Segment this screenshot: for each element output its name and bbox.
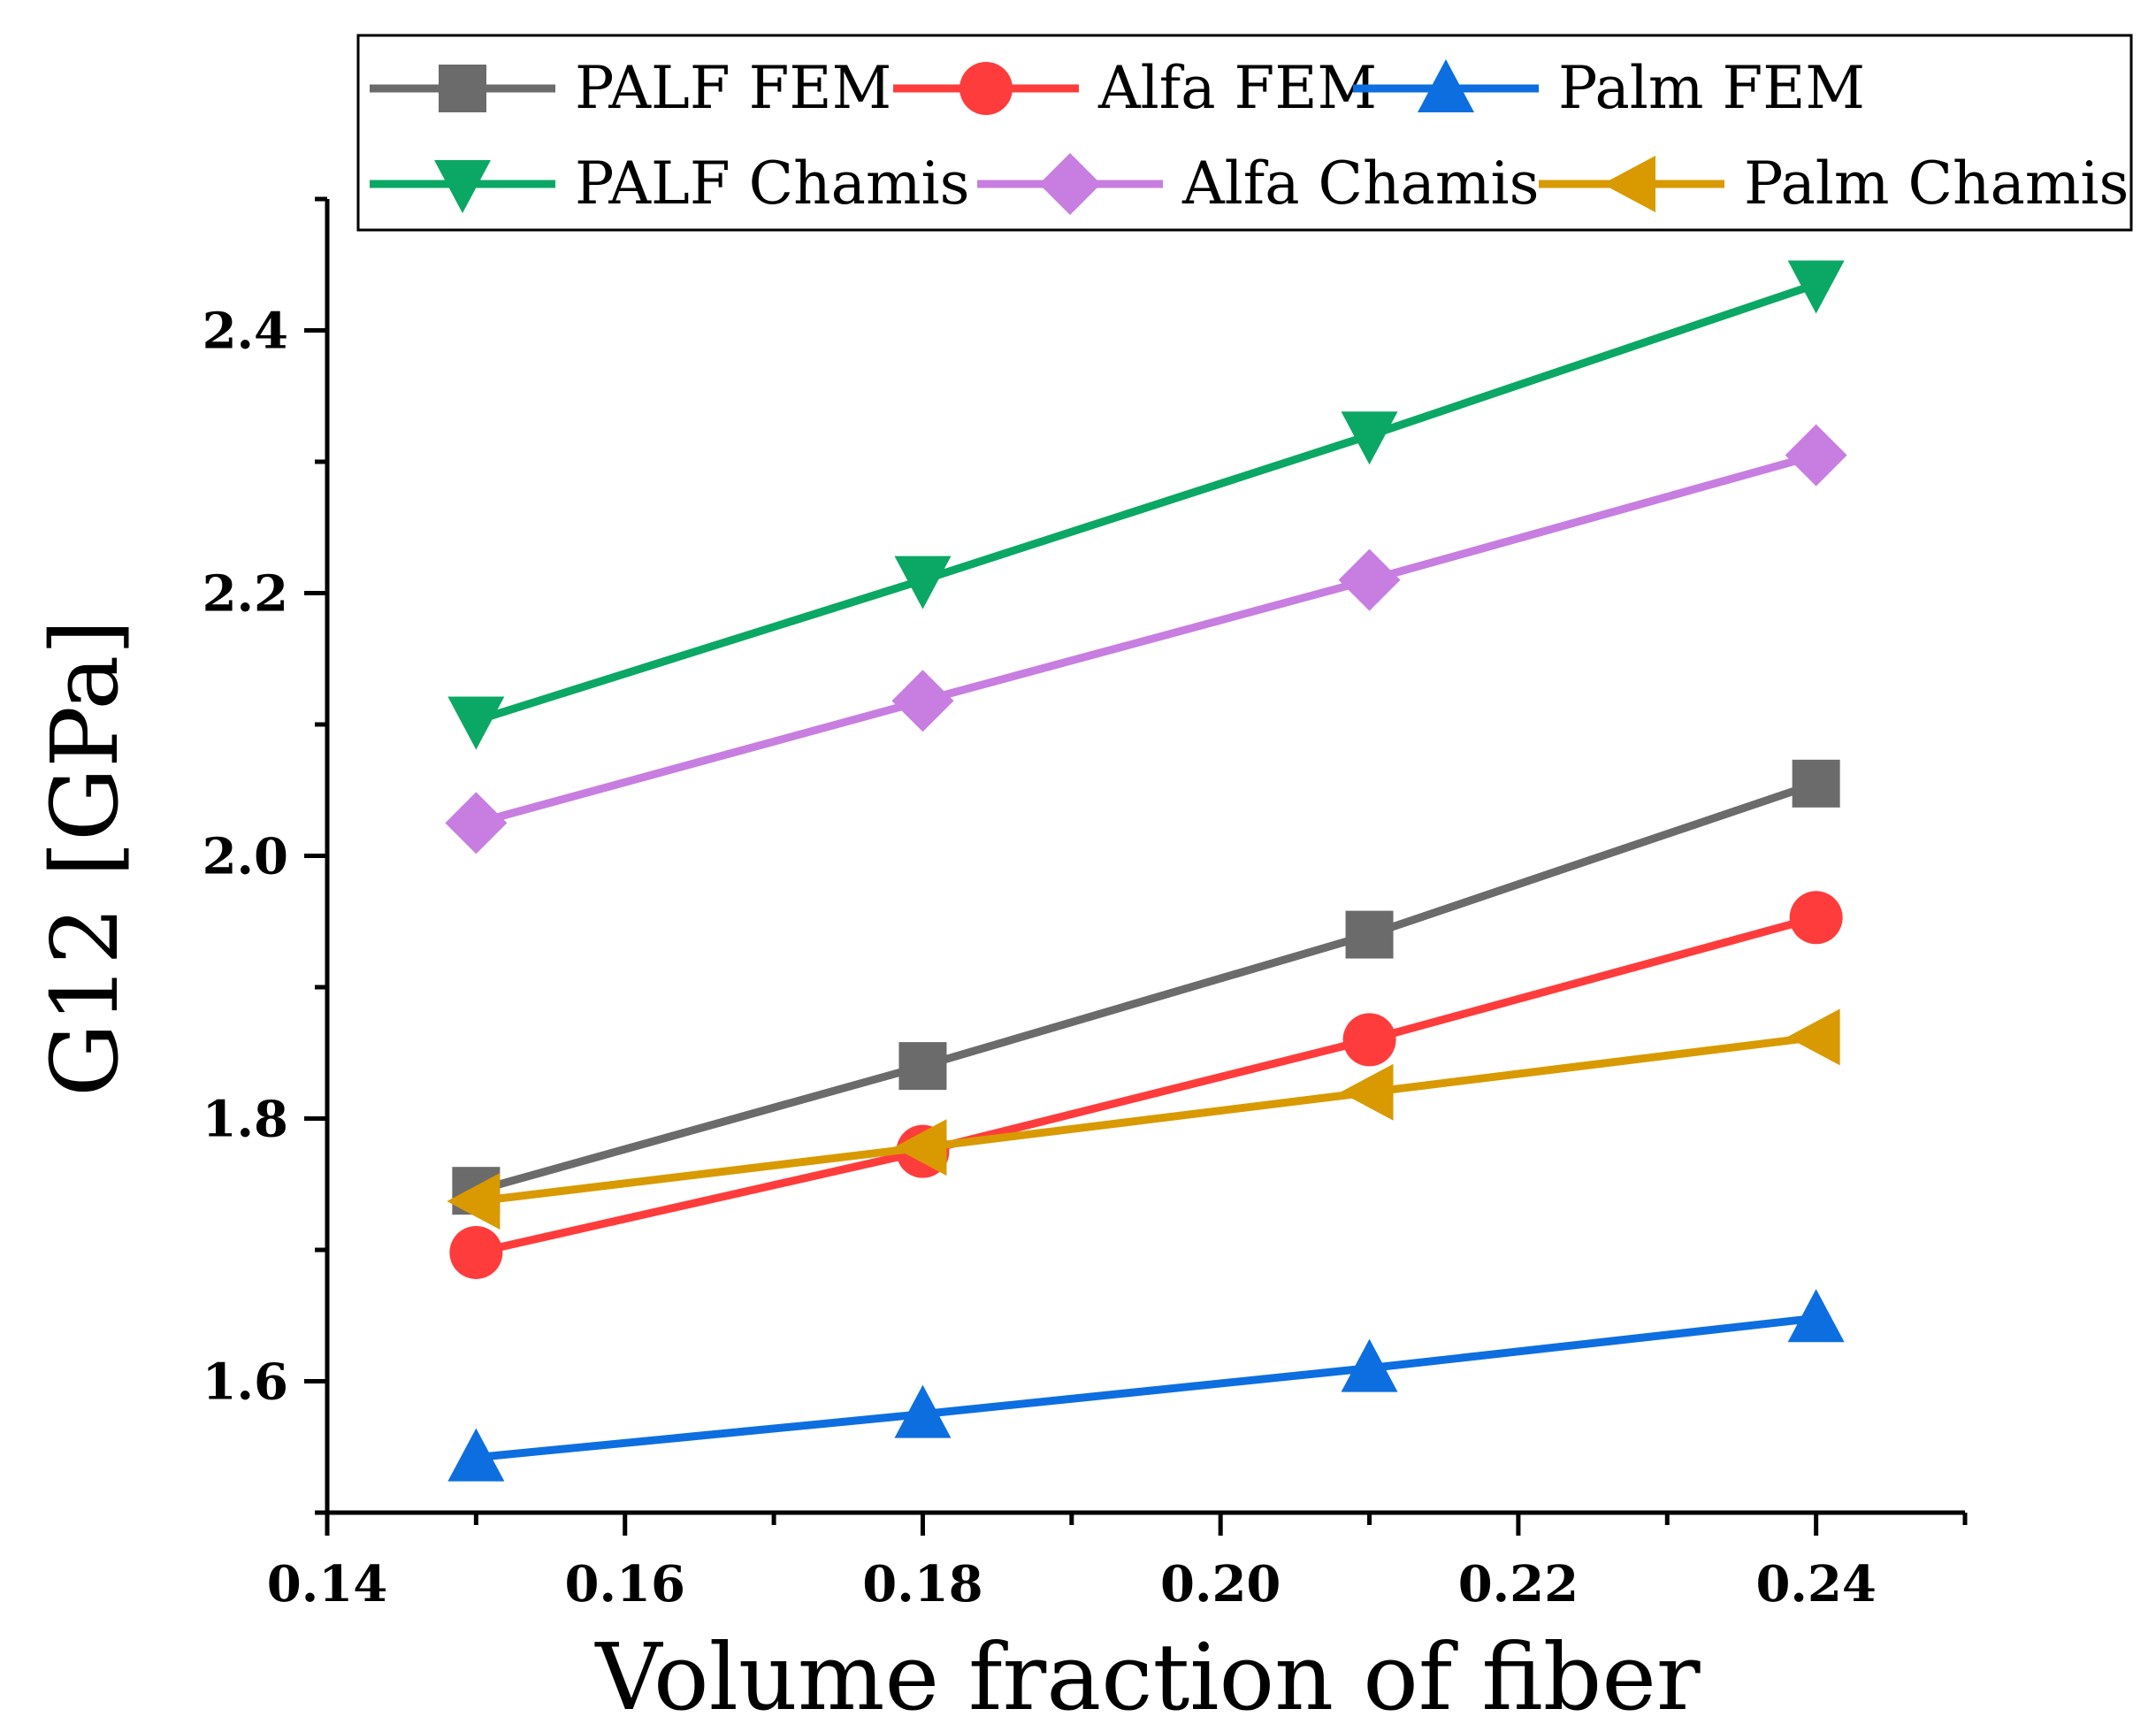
x-tick-label: 0.24 — [1755, 1555, 1876, 1613]
x-tick-label: 0.14 — [267, 1555, 387, 1613]
x-tick-label: 0.20 — [1160, 1555, 1281, 1613]
data-point — [447, 1428, 505, 1482]
data-point — [894, 1384, 952, 1438]
legend-item: PALF FEM — [370, 54, 891, 122]
legend-frame — [356, 34, 2133, 232]
series-line — [475, 779, 1818, 1195]
x-tick-label: 0.18 — [862, 1555, 982, 1613]
data-point — [1341, 1338, 1398, 1392]
series-line — [475, 280, 1818, 724]
legend-label: PALF FEM — [575, 54, 891, 122]
data-point — [447, 696, 505, 750]
data-point — [1786, 1008, 1840, 1066]
legend-swatch-marker — [1602, 156, 1655, 212]
data-point — [1787, 1289, 1845, 1343]
data-point — [891, 670, 954, 732]
x-axis-title: Volume fraction of fiber — [593, 1623, 1700, 1731]
legend-swatch-marker — [959, 62, 1013, 115]
legend-item: Alfa Chamis — [977, 149, 1539, 218]
series-line — [475, 1032, 1817, 1206]
data-point — [1787, 260, 1845, 314]
legend-label: Palm Chamis — [1744, 149, 2129, 218]
y-tick-label: 2.4 — [203, 303, 288, 361]
legend-swatch-marker — [1418, 59, 1474, 112]
data-point — [1789, 891, 1843, 945]
y-tick-label: 2.0 — [203, 828, 288, 886]
data-point — [894, 556, 952, 609]
legend-swatch-marker — [434, 160, 491, 213]
axes: 0.14 0.16 0.18 0.20 0.22 0.24 1.6 1.8 2.0 2.2 2.4 — [203, 196, 1968, 1613]
series-palm-chamis — [447, 1008, 1840, 1230]
series-alfa-chamis — [445, 424, 1847, 855]
legend: PALF FEM Alfa FEM Palm FEM PALF Chamis Alfa … — [356, 34, 2133, 232]
data-point — [1792, 759, 1840, 808]
plot-series — [445, 260, 1847, 1482]
series-palf-chamis — [447, 260, 1845, 750]
data-point — [1340, 1063, 1394, 1121]
data-point — [1345, 910, 1394, 959]
data-point — [898, 1042, 947, 1091]
data-point — [1338, 548, 1401, 611]
series-palf-fem — [452, 759, 1840, 1215]
data-point — [445, 792, 508, 855]
x-tick-label: 0.16 — [565, 1555, 685, 1613]
y-tick-label: 1.8 — [203, 1091, 288, 1149]
legend-items: PALF FEM Alfa FEM Palm FEM PALF Chamis Alfa … — [370, 54, 2129, 218]
data-point — [447, 1173, 501, 1230]
legend-item: Palm Chamis — [1539, 149, 2129, 218]
series-line — [475, 913, 1817, 1257]
data-point — [1785, 424, 1847, 487]
legend-item: PALF Chamis — [370, 149, 970, 218]
legend-item: Palm FEM — [1353, 54, 1865, 122]
y-axis-title: G12 [GPa] — [31, 619, 139, 1097]
legend-label: Alfa Chamis — [1181, 149, 1539, 218]
data-point — [449, 1225, 503, 1279]
legend-swatch-marker — [439, 65, 486, 112]
series-line — [475, 451, 1817, 827]
series-palm-fem — [447, 1289, 1845, 1482]
data-point — [1341, 411, 1398, 465]
x-tick-label: 0.22 — [1458, 1555, 1579, 1613]
legend-label: Palm FEM — [1558, 54, 1865, 122]
legend-label: Alfa FEM — [1097, 54, 1377, 122]
y-tick-label: 1.6 — [203, 1353, 288, 1412]
data-point — [893, 1119, 947, 1176]
series-alfa-fem — [449, 891, 1843, 1279]
series-line — [475, 1314, 1817, 1462]
legend-swatch-marker — [1039, 153, 1101, 215]
legend-item: Alfa FEM — [893, 54, 1377, 122]
data-point — [1342, 1013, 1396, 1067]
y-tick-label: 2.2 — [203, 565, 288, 624]
legend-label: PALF Chamis — [575, 149, 970, 218]
